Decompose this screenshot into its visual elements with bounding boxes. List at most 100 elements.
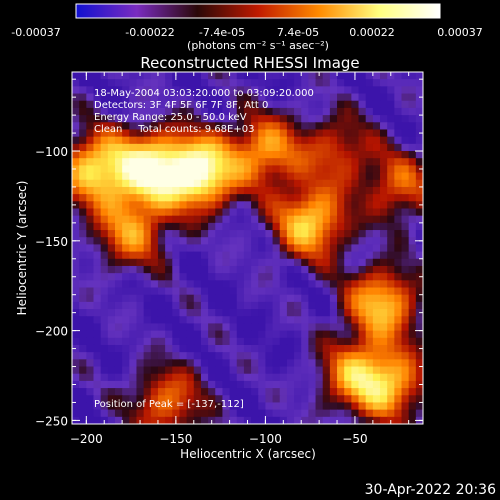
heatmap-cell <box>272 337 281 346</box>
heatmap-cell <box>229 280 238 289</box>
heatmap-cell <box>265 323 274 332</box>
heatmap-cell <box>136 316 145 325</box>
heatmap-cell <box>315 222 324 231</box>
heatmap-cell <box>337 230 345 238</box>
heatmap-cell <box>114 337 123 346</box>
heatmap-cell <box>193 244 202 253</box>
heatmap-cell <box>222 416 231 424</box>
heatmap-cell <box>394 143 403 152</box>
heatmap-cell <box>380 158 388 166</box>
heatmap-cell <box>337 251 345 260</box>
heatmap-cell <box>308 194 317 202</box>
heatmap-cell <box>79 251 87 260</box>
heatmap-cell <box>351 273 360 281</box>
heatmap-cell <box>415 301 423 310</box>
heatmap-cell <box>107 136 116 145</box>
heatmap-cell <box>322 136 331 145</box>
heatmap-cell <box>337 136 345 145</box>
heatmap-cell <box>186 265 195 274</box>
heatmap-cell <box>286 258 295 267</box>
heatmap-cell <box>301 208 309 217</box>
heatmap-cell <box>415 258 423 267</box>
heatmap-cell <box>387 280 395 289</box>
heatmap-cell <box>100 115 109 123</box>
heatmap-cell <box>122 201 130 210</box>
heatmap-cell <box>415 222 423 231</box>
heatmap-cell <box>251 215 259 224</box>
heatmap-cell <box>365 337 374 346</box>
heatmap-cell <box>157 337 166 346</box>
heatmap-cell <box>215 79 224 87</box>
heatmap-cell <box>372 388 381 396</box>
heatmap-cell <box>365 179 374 188</box>
heatmap-cell <box>208 129 216 138</box>
heatmap-cell <box>229 186 238 195</box>
heatmap-cell <box>72 352 80 360</box>
heatmap-cell <box>200 143 209 152</box>
heatmap-cell <box>215 186 224 195</box>
heatmap-cell <box>215 287 224 296</box>
heatmap-cell <box>322 280 331 289</box>
heatmap-cell <box>387 330 395 339</box>
heatmap-cell <box>165 208 173 217</box>
heatmap-cell <box>222 194 231 202</box>
heatmap-cell <box>150 258 159 267</box>
heatmap-cell <box>365 309 374 317</box>
heatmap-cell <box>329 301 338 310</box>
heatmap-cell <box>329 366 338 375</box>
heatmap-cell <box>337 273 345 281</box>
heatmap-cell <box>236 402 245 411</box>
heatmap-cell <box>243 309 252 317</box>
heatmap-cell <box>193 201 202 210</box>
heatmap-cell <box>179 79 188 87</box>
heatmap-cell <box>265 186 274 195</box>
heatmap-cell <box>143 395 152 404</box>
heatmap-cell <box>200 258 209 267</box>
heatmap-cell <box>322 309 331 317</box>
heatmap-cell <box>337 280 345 289</box>
heatmap-cell <box>372 151 381 159</box>
heatmap-cell <box>380 165 388 174</box>
heatmap-cell <box>86 244 95 253</box>
heatmap-cell <box>387 244 395 253</box>
heatmap-cell <box>358 107 367 116</box>
heatmap-cell <box>372 158 381 166</box>
heatmap-cell <box>329 129 338 138</box>
heatmap-cell <box>358 373 367 382</box>
heatmap-cell <box>337 79 345 87</box>
heatmap-cell <box>157 143 166 152</box>
heatmap-cell <box>243 388 252 396</box>
heatmap-cell <box>243 359 252 368</box>
heatmap-cell <box>258 395 267 404</box>
heatmap-cell <box>322 143 331 152</box>
heatmap-cell <box>165 265 173 274</box>
heatmap-cell <box>372 237 381 246</box>
heatmap-cell <box>208 316 216 325</box>
heatmap-cell <box>208 136 216 145</box>
heatmap-cell <box>236 107 245 116</box>
heatmap-cell <box>380 352 388 360</box>
heatmap-cell <box>157 201 166 210</box>
heatmap-cell <box>122 409 130 418</box>
heatmap-cell <box>272 373 281 382</box>
heatmap-cell <box>408 380 417 389</box>
heatmap-cell <box>251 158 259 166</box>
heatmap-cell <box>301 316 309 325</box>
heatmap-cell <box>86 201 95 210</box>
heatmap-cell <box>136 395 145 404</box>
heatmap-cell <box>236 136 245 145</box>
heatmap-cell <box>315 122 324 131</box>
heatmap-cell <box>258 359 267 368</box>
heatmap-cell <box>315 395 324 404</box>
heatmap-cell <box>315 265 324 274</box>
heatmap-cell <box>308 93 317 102</box>
heatmap-cell <box>258 237 267 246</box>
heatmap-cell <box>322 79 331 87</box>
heatmap-cell <box>279 344 288 353</box>
heatmap-cell <box>79 237 87 246</box>
heatmap-cell <box>236 388 245 396</box>
heatmap-cell <box>251 337 259 346</box>
heatmap-cell <box>86 194 95 202</box>
heatmap-cell <box>251 416 259 424</box>
heatmap-cell <box>272 222 281 231</box>
